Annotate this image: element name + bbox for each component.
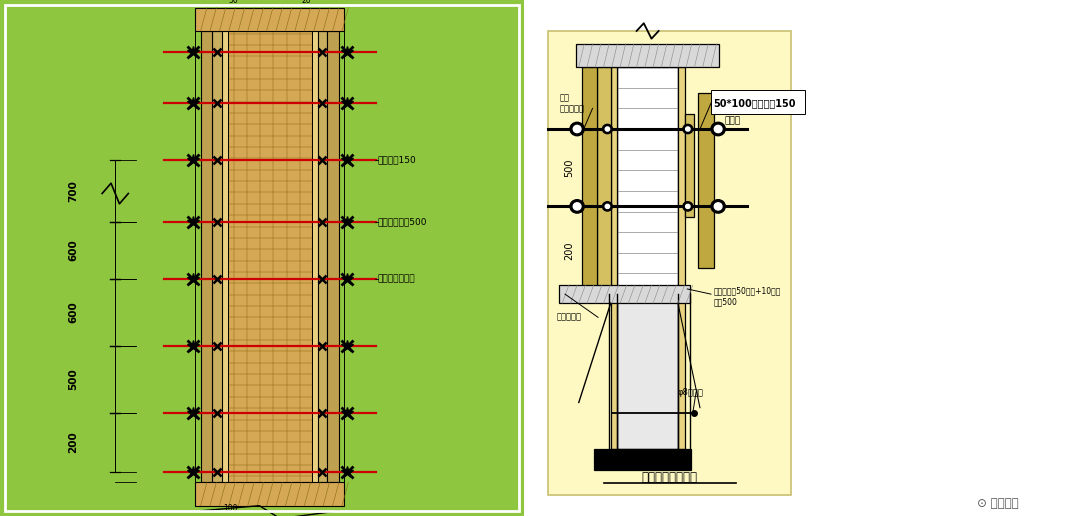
- Text: 20: 20: [301, 0, 311, 5]
- Circle shape: [714, 125, 723, 133]
- Text: 龙骨水平间距500: 龙骨水平间距500: [377, 217, 427, 227]
- Circle shape: [603, 202, 612, 211]
- Circle shape: [570, 122, 584, 136]
- Text: 200: 200: [68, 431, 79, 454]
- Text: 100: 100: [224, 504, 238, 513]
- Bar: [318, 31, 327, 482]
- Text: 涿漆
间距同龙骨: 涿漆 间距同龙骨: [559, 93, 584, 113]
- Circle shape: [711, 200, 726, 213]
- Bar: [559, 285, 690, 303]
- Circle shape: [573, 125, 581, 133]
- Text: 500: 500: [68, 368, 79, 390]
- Text: 600: 600: [68, 301, 79, 323]
- Bar: [212, 31, 221, 482]
- Bar: [618, 294, 678, 449]
- Bar: [597, 67, 610, 294]
- Bar: [221, 31, 228, 482]
- Text: 500: 500: [565, 158, 575, 177]
- Bar: [610, 67, 618, 449]
- Bar: [699, 93, 714, 268]
- Text: 700: 700: [68, 180, 79, 202]
- Text: 50*100木方净距150: 50*100木方净距150: [714, 98, 796, 108]
- Text: 九夹板套模: 九夹板套模: [557, 313, 582, 322]
- Circle shape: [686, 127, 690, 131]
- Bar: [581, 67, 597, 294]
- Circle shape: [686, 204, 690, 208]
- Bar: [711, 90, 805, 114]
- Circle shape: [605, 204, 609, 208]
- Bar: [685, 114, 694, 217]
- Bar: [201, 31, 212, 482]
- Text: 九夹条: 九夹条: [725, 117, 741, 126]
- Circle shape: [605, 127, 609, 131]
- Text: 200: 200: [565, 241, 575, 260]
- Bar: [312, 31, 318, 482]
- Circle shape: [714, 203, 723, 210]
- Bar: [327, 31, 339, 482]
- Text: 对拉螺丝间距柱: 对拉螺丝间距柱: [377, 274, 415, 283]
- Text: 600: 600: [68, 239, 79, 261]
- Circle shape: [573, 203, 581, 210]
- Bar: [195, 8, 345, 31]
- Bar: [228, 31, 312, 482]
- Bar: [576, 44, 719, 67]
- Text: 楼板下口口50干渠+10龙骨
间距500: 楼板下口口50干渠+10龙骨 间距500: [714, 287, 781, 307]
- Circle shape: [683, 202, 692, 211]
- Text: ⊙ 豆丁施工: ⊙ 豆丁施工: [976, 496, 1018, 510]
- Text: 木方净距150: 木方净距150: [377, 155, 416, 165]
- Circle shape: [570, 200, 584, 213]
- Bar: [549, 31, 791, 495]
- Circle shape: [683, 124, 692, 134]
- Bar: [195, 482, 345, 506]
- Circle shape: [603, 124, 612, 134]
- Bar: [594, 449, 691, 470]
- Bar: [678, 67, 685, 449]
- Bar: [618, 67, 678, 294]
- Text: 边柱模板接缝大样: 边柱模板接缝大样: [642, 471, 698, 484]
- Text: φ8定位筋: φ8定位筋: [678, 388, 704, 397]
- Circle shape: [711, 122, 726, 136]
- Text: 50: 50: [228, 0, 238, 5]
